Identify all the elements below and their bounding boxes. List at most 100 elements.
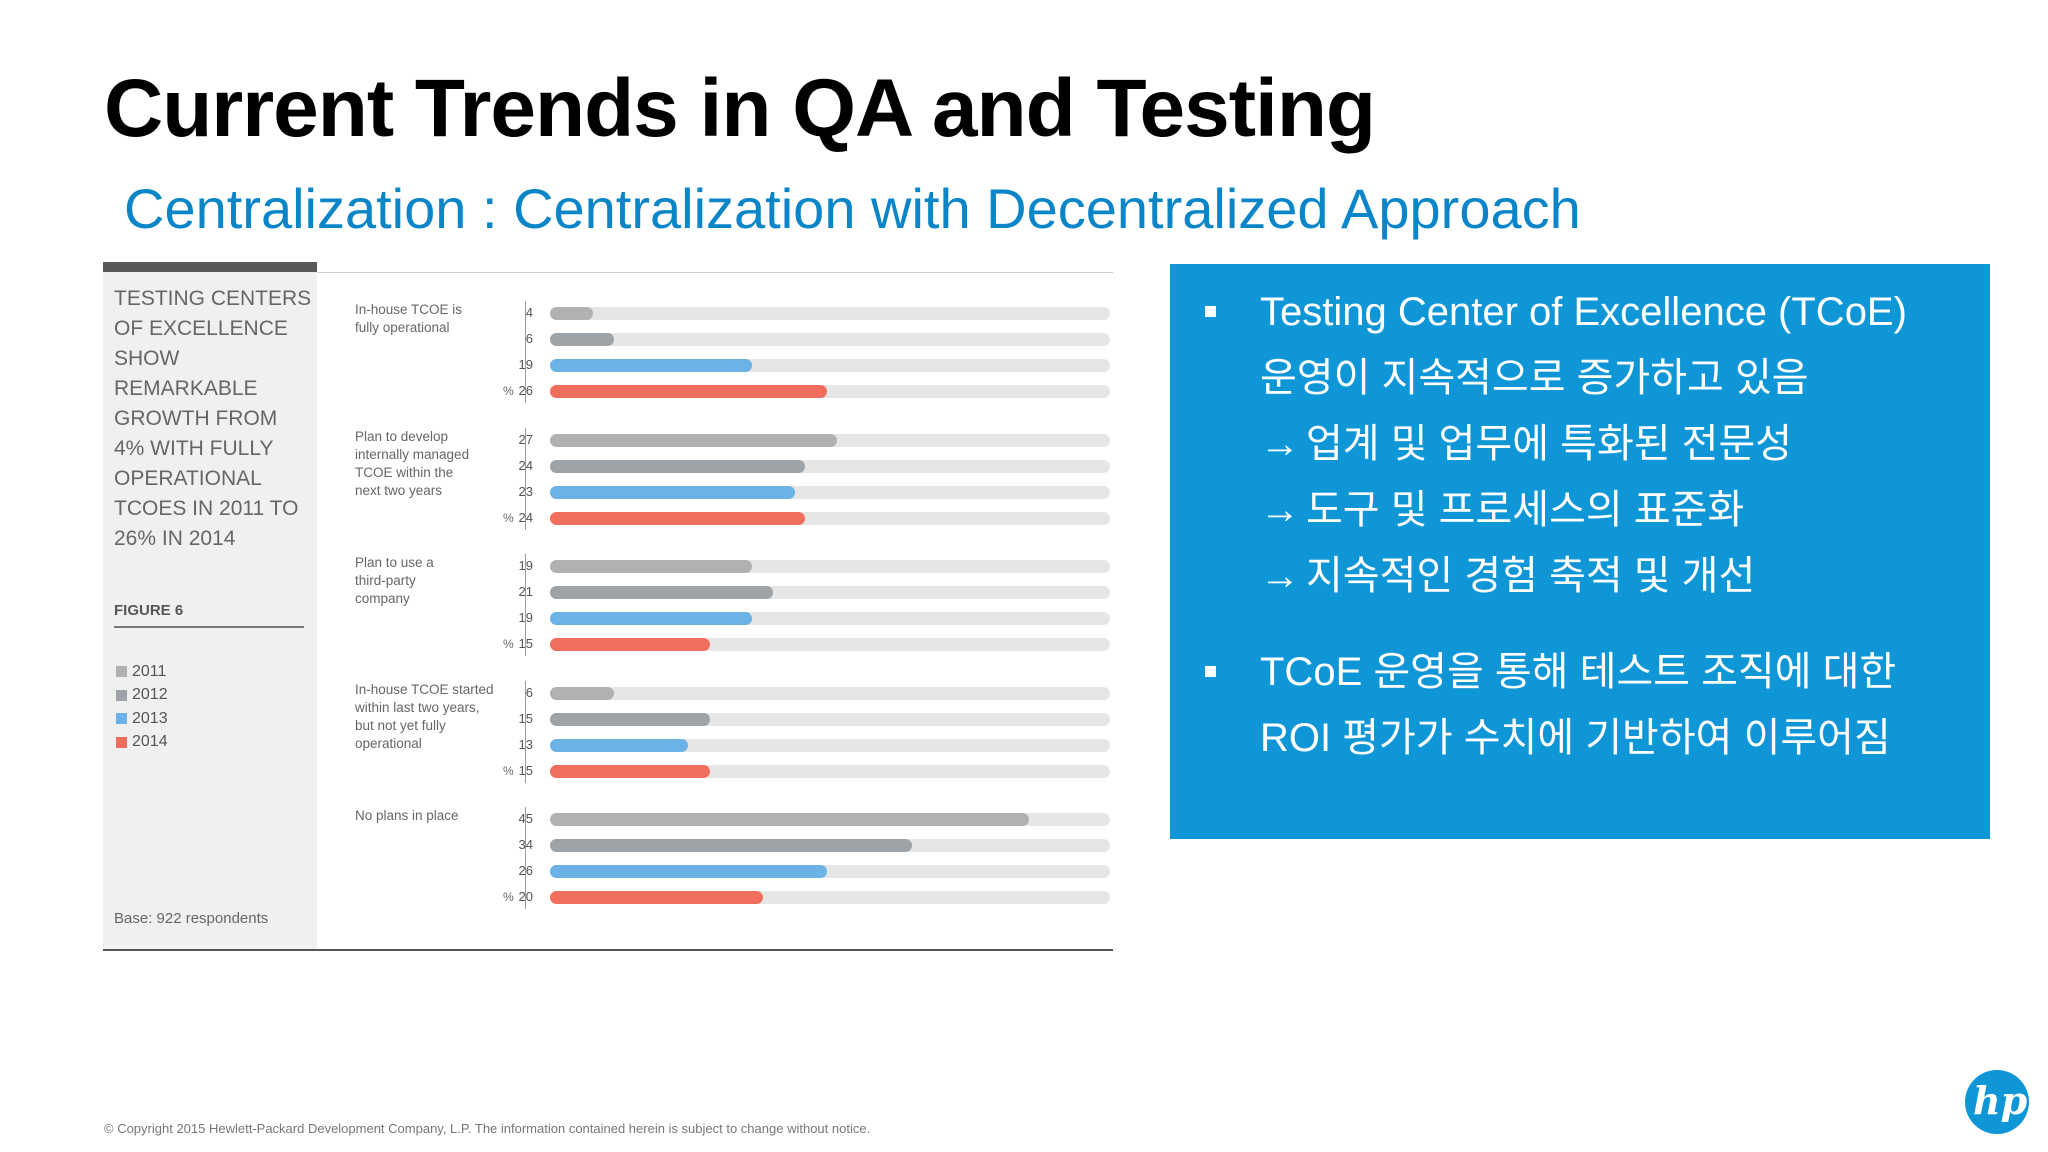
hp-logo: hp [1965,1070,2029,1134]
bar-2011 [550,686,614,700]
bar-value-label: 24 [518,509,533,525]
bar-value-label: 21 [518,584,533,599]
bar-2014 [550,764,710,778]
bar-value-label: 26 [518,383,533,398]
legend-swatch [116,713,127,725]
group-label-line: third-party [355,573,416,588]
figure-top-rule [317,272,1113,273]
legend-label: 2012 [132,686,168,704]
group-label-line: internally managed [355,446,470,462]
bar-value-label: 4 [525,305,533,320]
percent-sign: % [503,510,514,525]
legend-label: 2014 [132,733,168,751]
group-label: Plan to develop internally managed TCOE wi… [355,428,505,500]
figure-heading-line: TCOES IN 2011 TO [114,497,299,520]
group-axis-line [525,554,526,656]
bar-2012 [550,712,710,726]
figure-heading-line: OPERATIONAL [114,467,262,490]
figure-heading: TESTING CENTERS OF EXCELLENCE SHOW REMAR… [114,284,314,554]
bar-2012 [550,459,806,473]
legend-item-2014: 2014 [116,731,168,755]
legend-item-2011: 2011 [116,660,168,684]
figure-heading-line: OF EXCELLENCE [114,317,288,340]
bar-value-label: 15 [518,636,533,651]
bar-value-label: 15 [518,762,533,778]
hp-logo-text: hp [1973,1078,2028,1123]
group-label-line: In-house TCOE is [355,302,463,317]
bar-value-label: 20 [518,889,533,904]
bar-2011 [550,560,753,573]
base-note: Base: 922 respondents [114,910,269,927]
figure-label: FIGURE 6 [114,602,184,619]
group-label-line: company [355,591,410,606]
bar-value-label: 15 [518,710,533,726]
bar-2014 [550,385,827,398]
bar-value-label: 13 [518,736,533,752]
group-label: Plan to use a third-party company [355,554,505,608]
bar-2011 [550,433,838,447]
bar-value-label: 19 [518,558,533,573]
bar-track [550,333,1110,346]
bar-track [550,686,1110,700]
legend-item-2012: 2012 [116,684,168,708]
info-bullet1-line: 운영이 지속적으로 증가하고 있음 [1260,356,1809,400]
group-label-line: TCOE within the [355,464,454,480]
legend-swatch [116,736,127,748]
bar-track [550,738,1110,752]
figure-sidebar [103,262,317,949]
arrow-right-icon: → [1260,488,1300,532]
info-bullet2-line: TCoE 운영을 통해 테스트 조직에 대한 [1260,650,1897,694]
group-label-line: fully operational [355,320,450,335]
info-box: Testing Center of Excellence (TCoE) 운영이 … [1170,264,1990,839]
figure-panel: TESTING CENTERS OF EXCELLENCE SHOW REMAR… [103,262,1113,951]
figure-heading-line: SHOW REMARKABLE [114,347,258,400]
info-arrow-line: → 도구 및 프로세스의 표준화 [1260,477,1744,543]
percent-sign: % [503,763,514,778]
bar-2012 [550,586,774,599]
info-arrow-text: 지속적인 경험 축적 및 개선 [1306,554,1756,598]
bar-value-label: 26 [518,863,533,878]
group-label-line: next two years [355,482,443,498]
group-label-line: operational [355,735,422,751]
group-axis-line [525,680,526,783]
bar-2013 [550,359,753,372]
info-arrow-line: → 업계 및 업무에 특화된 전문성 [1260,411,1792,477]
bar-2014 [550,638,710,651]
bar-value-label: 24 [518,457,533,473]
bar-2013 [550,612,753,625]
group-axis-line [525,301,526,403]
group-label-line: within last two years, [355,699,480,715]
bar-2014 [550,511,806,525]
bar-value-label: 45 [518,811,533,826]
group-label-line: Plan to develop [355,428,449,444]
info-arrow-text: 도구 및 프로세스의 표준화 [1306,488,1745,532]
copyright-notice: © Copyright 2015 Hewlett-Packard Develop… [104,1121,871,1136]
info-bullet1-line: Testing Center of Excellence (TCoE) [1260,290,1907,334]
percent-sign: % [503,384,514,398]
arrow-right-icon: → [1260,422,1300,466]
info-arrow-line: → 지속적인 경험 축적 및 개선 [1260,543,1755,609]
bar-2011 [550,813,1029,826]
figure-heading-line: 4% WITH FULLY [114,437,274,460]
group-label-line: No plans in place [355,808,459,823]
figure-label-rule [114,626,304,628]
group-label-line: but not yet fully [355,717,446,733]
bar-2012 [550,333,614,346]
bar-2011 [550,307,593,320]
bar-value-label: 6 [525,684,533,700]
percent-sign: % [503,890,514,904]
figure-heading-line: GROWTH FROM [114,407,278,430]
bullet-square-icon [1205,666,1216,677]
percent-sign: % [503,637,514,651]
info-bullet2-line: ROI 평가가 수치에 기반하여 이루어짐 [1260,716,1891,760]
group-label-line: Plan to use a [355,555,434,570]
bar-2013 [550,485,795,499]
arrow-right-icon: → [1260,554,1300,598]
bar-2013 [550,738,689,752]
group-axis-line [525,427,526,530]
bar-track [550,307,1110,320]
figure-heading-line: 26% IN 2014 [114,527,236,550]
bar-value-label: 27 [518,431,533,447]
legend-label: 2011 [132,662,167,680]
bar-value-label: 23 [518,483,533,499]
